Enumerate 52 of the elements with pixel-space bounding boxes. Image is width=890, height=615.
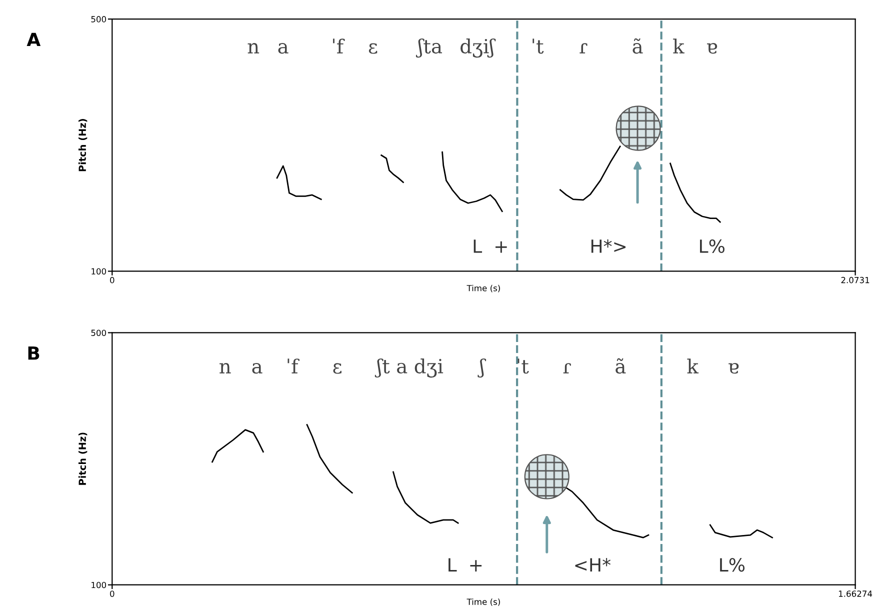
y-tick-label: 500 <box>91 16 106 22</box>
annotation: ˈt <box>532 38 544 54</box>
line-series <box>566 487 650 538</box>
y-axis-title: Pitch (Hz) <box>78 119 88 172</box>
annotation: ʃ <box>478 358 486 378</box>
annotation: ˈt <box>518 358 529 374</box>
annotation: a <box>252 363 262 374</box>
annotation: ã <box>632 38 643 54</box>
annotation: ˈf <box>333 38 345 54</box>
annotation: ʃt a dʒi <box>374 358 444 378</box>
annotation: n <box>220 363 231 374</box>
annotation: L + <box>474 240 507 253</box>
x-tick-label: 1.66274 <box>838 590 872 597</box>
annotation: ˈf <box>288 358 300 374</box>
annotation: ɾ <box>563 363 571 374</box>
line-series <box>560 146 621 201</box>
x-tick-label: 0 <box>110 276 114 284</box>
x-tick-label: 2.0731 <box>841 276 870 284</box>
annotation: a <box>278 43 288 54</box>
annotation: L% <box>720 558 745 572</box>
line-series <box>380 154 404 184</box>
line-series <box>276 165 322 200</box>
line-series <box>306 424 353 494</box>
annotation: ʃta <box>416 38 442 58</box>
x-tick-label: 0 <box>110 590 114 597</box>
annotation: L + <box>448 558 482 572</box>
y-tick-label: 100 <box>92 582 106 588</box>
annotation: ɐ <box>728 363 739 374</box>
x-axis-title: Time (s) <box>466 598 500 606</box>
annotation: <H* <box>575 558 611 572</box>
annotation: H*> <box>591 239 626 253</box>
y-tick-label: 100 <box>92 268 106 274</box>
annotation: L% <box>700 239 724 254</box>
line-series <box>212 429 264 463</box>
x-axis-title: Time (s) <box>466 284 500 292</box>
annotation: ɾ <box>580 43 588 54</box>
annotation: k <box>673 38 684 54</box>
annotation: ɐ <box>707 43 718 54</box>
line-series <box>670 162 721 223</box>
text: A <box>26 32 41 46</box>
annotation: dʒiʃ <box>460 38 496 58</box>
annotation: k <box>687 358 699 374</box>
y-tick-label: 500 <box>91 330 106 336</box>
y-axis-title: Pitch (Hz) <box>78 432 88 485</box>
line-series <box>709 524 773 538</box>
line-series <box>442 151 503 212</box>
annotation: n <box>248 43 260 54</box>
line-series <box>392 471 459 524</box>
annotation: ã <box>616 358 626 374</box>
annotation: ɛ <box>368 43 378 54</box>
text: B <box>28 346 40 360</box>
annotation: ɛ <box>333 363 342 374</box>
